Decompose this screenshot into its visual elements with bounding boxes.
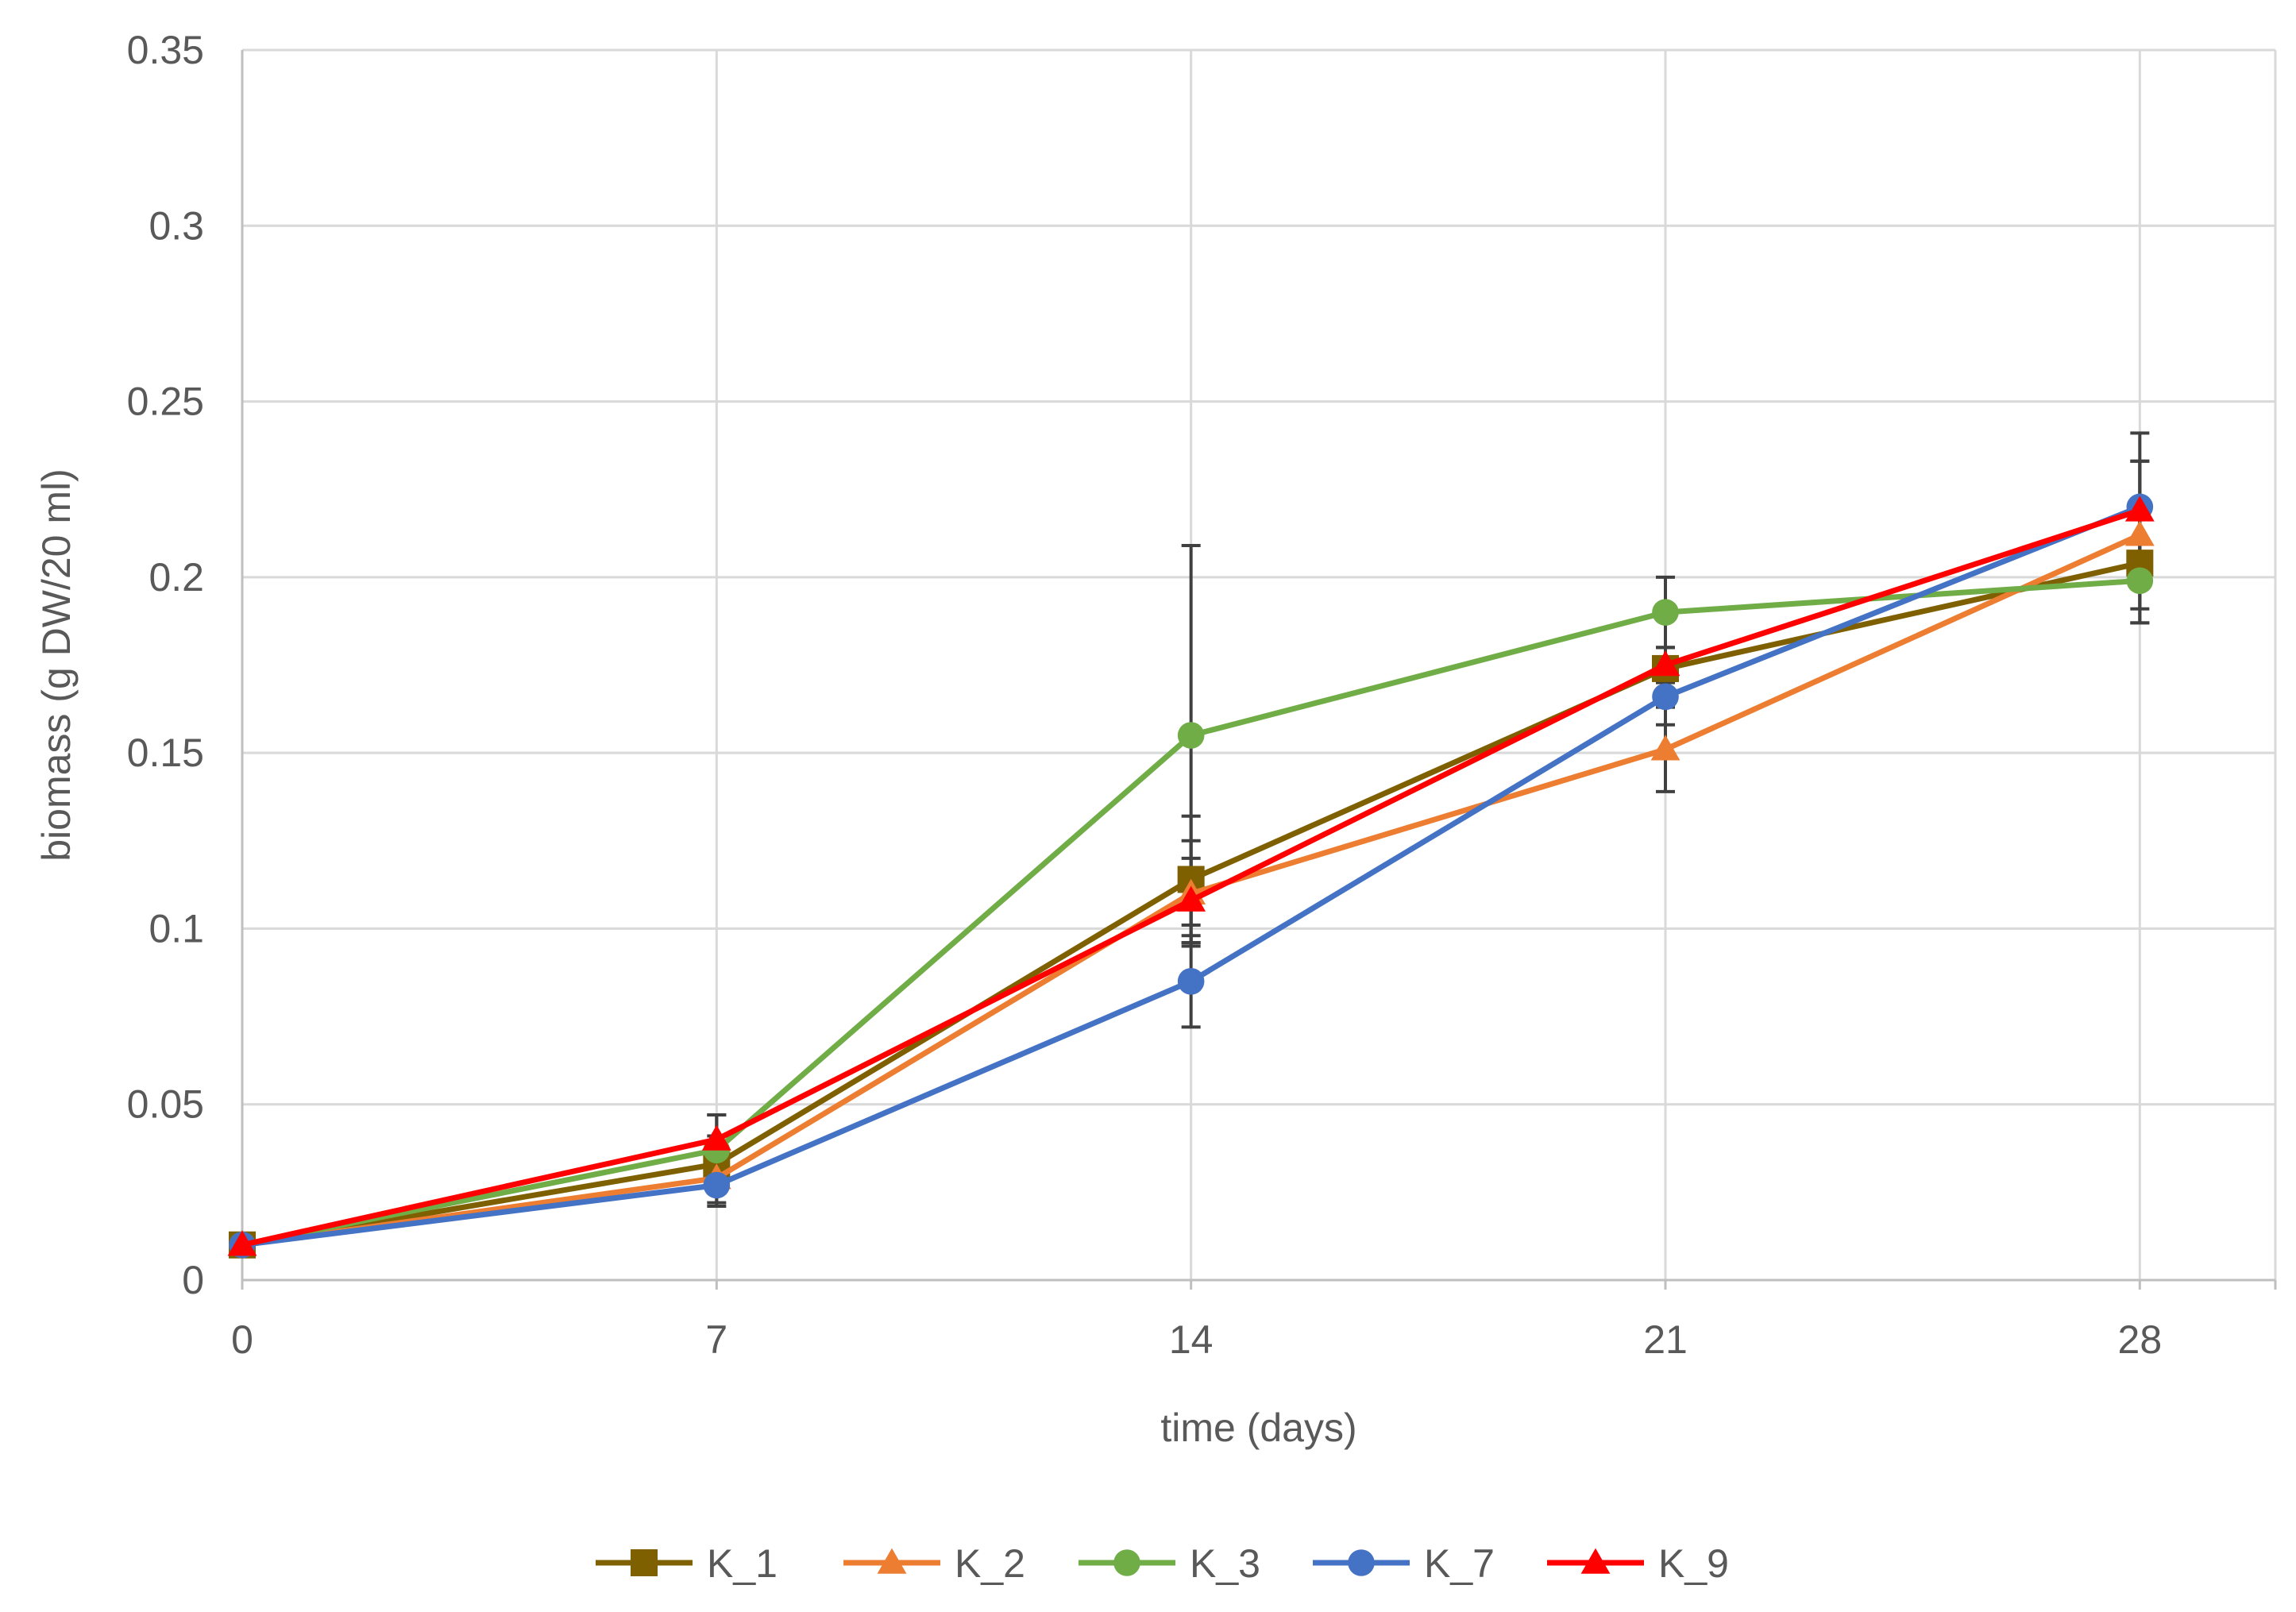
legend-entry-k-3[interactable]: K_3 — [1079, 1541, 1260, 1586]
data-point-marker — [631, 1549, 658, 1576]
data-point-marker — [227, 1230, 257, 1256]
data-series — [227, 493, 2155, 1259]
data-point-marker — [1177, 722, 1205, 749]
data-point-marker — [1652, 683, 1679, 711]
data-point-marker — [1348, 1549, 1375, 1576]
y-tick-label: 0 — [182, 1258, 204, 1302]
y-tick-label: 0.1 — [149, 906, 204, 951]
data-point-marker — [1176, 885, 1206, 912]
gridlines — [242, 48, 2277, 1280]
data-point-marker — [701, 1124, 731, 1151]
legend-entry-k-1[interactable]: K_1 — [596, 1541, 778, 1586]
data-point-marker — [1650, 650, 1681, 677]
legend-label: K_3 — [1190, 1541, 1260, 1586]
data-point-marker — [1650, 735, 1681, 761]
legend-label: K_2 — [955, 1541, 1025, 1586]
y-tick-label: 0.35 — [127, 28, 204, 72]
data-point-marker — [703, 1171, 731, 1199]
data-point-marker — [1113, 1549, 1140, 1576]
y-tick-label: 0.2 — [149, 555, 204, 600]
data-point-marker — [877, 1548, 907, 1574]
x-tick-label: 7 — [705, 1317, 727, 1362]
y-axis-title: biomass (g DW/20 ml) — [34, 469, 79, 862]
data-point-marker — [1177, 968, 1205, 995]
legend-label: K_9 — [1658, 1541, 1729, 1586]
axes — [241, 50, 2277, 1290]
legend-entry-k-2[interactable]: K_2 — [843, 1541, 1025, 1586]
y-tick-label: 0.3 — [149, 203, 204, 248]
y-tick-label: 0.25 — [127, 380, 204, 424]
data-point-marker — [2126, 567, 2154, 595]
x-tick-label: 14 — [1169, 1317, 1214, 1362]
data-point-marker — [2124, 520, 2155, 546]
x-tick-label: 0 — [231, 1317, 253, 1362]
x-axis-title: time (days) — [1160, 1406, 1356, 1450]
y-axis-tick-labels: 0 0.05 0.1 0.15 0.2 0.25 0.3 0.35 — [127, 28, 204, 1302]
data-point-marker — [1580, 1548, 1611, 1574]
legend-label: K_1 — [707, 1541, 778, 1586]
data-point-marker — [2124, 496, 2155, 522]
data-point-marker — [1652, 599, 1679, 626]
legend-entry-k-9[interactable]: K_9 — [1547, 1541, 1729, 1586]
series-k-9 — [227, 496, 2155, 1256]
y-tick-label: 0.05 — [127, 1082, 204, 1127]
x-tick-label: 28 — [2118, 1317, 2163, 1362]
legend-label: K_7 — [1424, 1541, 1495, 1586]
x-axis-tick-labels: 0 7 14 21 28 — [231, 1317, 2162, 1362]
legend[interactable]: K_1 K_2 K_3 K_7 K_9 — [596, 1541, 1729, 1586]
legend-entry-k-7[interactable]: K_7 — [1313, 1541, 1495, 1586]
y-tick-label: 0.15 — [127, 731, 204, 775]
x-tick-label: 21 — [1643, 1317, 1688, 1362]
